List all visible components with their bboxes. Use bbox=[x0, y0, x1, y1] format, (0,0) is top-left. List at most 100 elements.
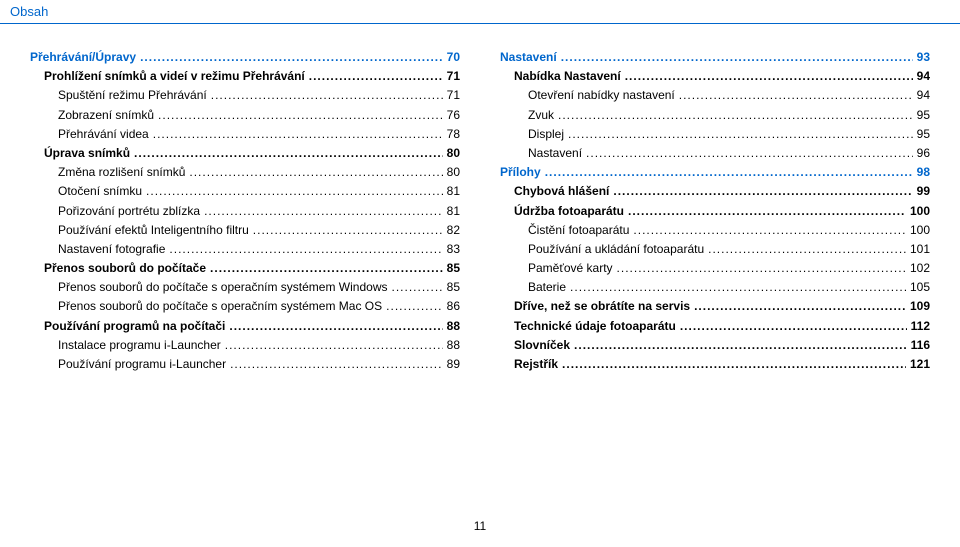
toc-leader-dots bbox=[225, 336, 443, 355]
toc-entry-label: Úprava snímků bbox=[44, 144, 130, 163]
toc-entry[interactable]: Paměťové karty102 bbox=[500, 259, 930, 278]
toc-entry-label: Nastavení bbox=[528, 144, 582, 163]
toc-entry-label: Přenos souborů do počítače bbox=[44, 259, 206, 278]
toc-entry-label: Paměťové karty bbox=[528, 259, 613, 278]
toc-entry-label: Přehrávání/Úpravy bbox=[30, 48, 136, 67]
toc-entry-page: 101 bbox=[910, 240, 930, 259]
toc-entry-label: Slovníček bbox=[514, 336, 570, 355]
toc-entry-page: 71 bbox=[447, 67, 460, 86]
toc-entry-label: Nabídka Nastavení bbox=[514, 67, 621, 86]
toc-entry[interactable]: Přílohy 98 bbox=[500, 163, 930, 182]
toc-leader-dots bbox=[253, 221, 443, 240]
toc-entry-page: 95 bbox=[917, 125, 930, 144]
toc-entry-page: 86 bbox=[447, 297, 460, 316]
toc-entry[interactable]: Přenos souborů do počítače s operačním s… bbox=[30, 278, 460, 297]
toc-entry[interactable]: Nastavení fotografie 83 bbox=[30, 240, 460, 259]
toc-entry-page: 94 bbox=[917, 86, 930, 105]
toc-entry[interactable]: Používání a ukládání fotoaparátu101 bbox=[500, 240, 930, 259]
toc-entry[interactable]: Spuštění režimu Přehrávání71 bbox=[30, 86, 460, 105]
toc-leader-dots bbox=[229, 317, 442, 336]
toc-entry-page: 82 bbox=[447, 221, 460, 240]
toc-entry-label: Nastavení bbox=[500, 48, 557, 67]
toc-entry[interactable]: Čistění fotoaparátu100 bbox=[500, 221, 930, 240]
toc-leader-dots bbox=[386, 297, 442, 316]
toc-entry-page: 89 bbox=[447, 355, 460, 374]
toc-entry-label: Otočení snímku bbox=[58, 182, 142, 201]
toc-entry[interactable]: Otočení snímku81 bbox=[30, 182, 460, 201]
toc-entry-page: 81 bbox=[447, 202, 460, 221]
toc-entry-label: Prohlížení snímků a videí v režimu Přehr… bbox=[44, 67, 305, 86]
toc-entry-page: 80 bbox=[447, 163, 460, 182]
toc-entry[interactable]: Přehrávání/Úpravy70 bbox=[30, 48, 460, 67]
toc-entry-label: Přenos souborů do počítače s operačním s… bbox=[58, 278, 387, 297]
toc-entry[interactable]: Dříve, než se obrátíte na servis 109 bbox=[500, 297, 930, 316]
toc-leader-dots bbox=[586, 144, 913, 163]
toc-entry[interactable]: Displej95 bbox=[500, 125, 930, 144]
toc-leader-dots bbox=[211, 86, 443, 105]
toc-leader-dots bbox=[708, 240, 906, 259]
toc-leader-dots bbox=[134, 144, 443, 163]
toc-entry[interactable]: Rejstřík121 bbox=[500, 355, 930, 374]
toc-entry[interactable]: Prohlížení snímků a videí v režimu Přehr… bbox=[30, 67, 460, 86]
toc-entry-page: 78 bbox=[447, 125, 460, 144]
toc-entry[interactable]: Používání programu i-Launcher 89 bbox=[30, 355, 460, 374]
toc-leader-dots bbox=[169, 240, 442, 259]
toc-leader-dots bbox=[210, 259, 443, 278]
toc-entry[interactable]: Nastavení96 bbox=[500, 144, 930, 163]
toc-entry-page: 85 bbox=[447, 278, 460, 297]
toc-entry-page: 109 bbox=[910, 297, 930, 316]
toc-entry[interactable]: Slovníček116 bbox=[500, 336, 930, 355]
toc-entry-label: Dříve, než se obrátíte na servis bbox=[514, 297, 690, 316]
toc-entry-page: 88 bbox=[447, 317, 460, 336]
toc-entry[interactable]: Nastavení 93 bbox=[500, 48, 930, 67]
toc-entry[interactable]: Zvuk95 bbox=[500, 106, 930, 125]
toc-entry[interactable]: Instalace programu i-Launcher88 bbox=[30, 336, 460, 355]
toc-entry-page: 85 bbox=[447, 259, 460, 278]
toc-entry[interactable]: Přenos souborů do počítače s operačním s… bbox=[30, 297, 460, 316]
toc-entry-label: Baterie bbox=[528, 278, 566, 297]
toc-entry-page: 100 bbox=[910, 202, 930, 221]
toc-entry-page: 93 bbox=[917, 48, 930, 67]
toc-entry-label: Zobrazení snímků bbox=[58, 106, 154, 125]
toc-leader-dots bbox=[570, 278, 906, 297]
toc-leader-dots bbox=[146, 182, 443, 201]
toc-entry[interactable]: Pořizování portrétu zblízka81 bbox=[30, 202, 460, 221]
toc-entry-label: Přenos souborů do počítače s operačním s… bbox=[58, 297, 382, 316]
toc-entry[interactable]: Úprava snímků80 bbox=[30, 144, 460, 163]
toc-entry-page: 76 bbox=[447, 106, 460, 125]
toc-entry[interactable]: Chybová hlášení99 bbox=[500, 182, 930, 201]
toc-entry[interactable]: Baterie105 bbox=[500, 278, 930, 297]
toc-entry[interactable]: Změna rozlišení snímků80 bbox=[30, 163, 460, 182]
toc-entry-page: 83 bbox=[447, 240, 460, 259]
toc-entry-label: Používání efektů Inteligentního filtru bbox=[58, 221, 249, 240]
toc-entry-label: Rejstřík bbox=[514, 355, 558, 374]
toc-entry-page: 95 bbox=[917, 106, 930, 125]
toc-entry[interactable]: Používání programů na počítači 88 bbox=[30, 317, 460, 336]
toc-entry-page: 94 bbox=[917, 67, 930, 86]
toc-leader-dots bbox=[628, 202, 906, 221]
toc-entry[interactable]: Technické údaje fotoaparátu112 bbox=[500, 317, 930, 336]
toc-leader-dots bbox=[189, 163, 442, 182]
toc-entry-label: Používání programu i-Launcher bbox=[58, 355, 226, 374]
header-text: Obsah bbox=[10, 4, 48, 19]
toc-entry-page: 112 bbox=[911, 317, 930, 336]
toc-entry-label: Přílohy bbox=[500, 163, 541, 182]
toc-entry-page: 99 bbox=[917, 182, 930, 201]
toc-entry-label: Instalace programu i-Launcher bbox=[58, 336, 221, 355]
toc-entry[interactable]: Zobrazení snímků 76 bbox=[30, 106, 460, 125]
toc-column-right: Nastavení 93 Nabídka Nastavení 94Otevření n… bbox=[500, 48, 930, 374]
toc-entry[interactable]: Nabídka Nastavení 94 bbox=[500, 67, 930, 86]
toc-leader-dots bbox=[153, 125, 443, 144]
toc-entry[interactable]: Přehrávání videa78 bbox=[30, 125, 460, 144]
toc-entry[interactable]: Údržba fotoaparátu 100 bbox=[500, 202, 930, 221]
toc-entry[interactable]: Přenos souborů do počítače 85 bbox=[30, 259, 460, 278]
toc-leader-dots bbox=[230, 355, 443, 374]
toc-entry[interactable]: Používání efektů Inteligentního filtru 82 bbox=[30, 221, 460, 240]
toc-entry-label: Používání programů na počítači bbox=[44, 317, 225, 336]
toc-entry-label: Údržba fotoaparátu bbox=[514, 202, 624, 221]
toc-entry[interactable]: Otevření nabídky nastavení94 bbox=[500, 86, 930, 105]
toc-leader-dots bbox=[617, 259, 906, 278]
toc-column-left: Přehrávání/Úpravy70Prohlížení snímků a v… bbox=[30, 48, 460, 374]
toc-entry-label: Nastavení fotografie bbox=[58, 240, 165, 259]
toc-entry-page: 98 bbox=[917, 163, 930, 182]
